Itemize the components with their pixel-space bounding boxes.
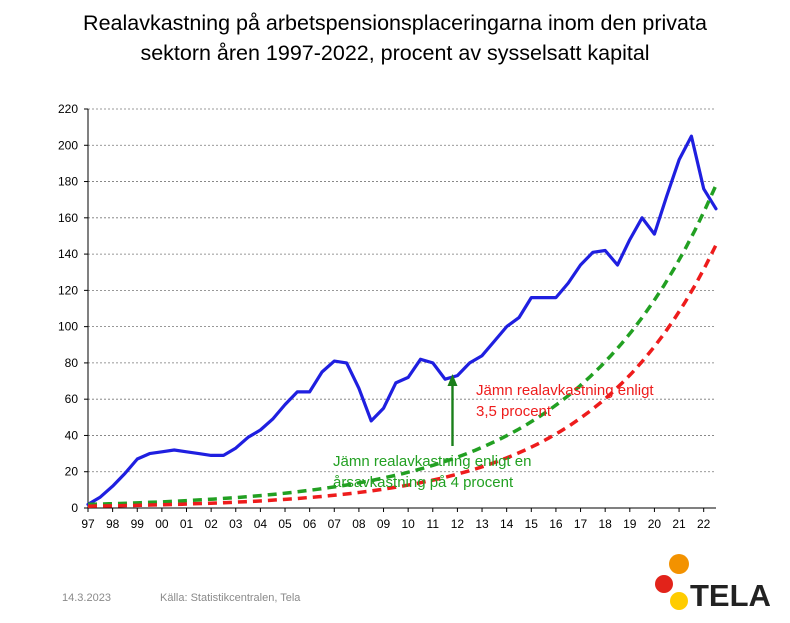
logo-yellow-dot — [670, 592, 688, 610]
x-tick-label: 02 — [204, 517, 218, 531]
annotation-4-line1: Jämn realavkastning enligt en — [333, 453, 531, 470]
x-tick-label: 06 — [303, 517, 317, 531]
x-tick-labels: 97 98 99 00 01 02 03 04 05 06 07 08 09 10 11 12 13 14 15 16… — [81, 517, 710, 531]
axes — [84, 108, 716, 512]
series-line-smooth35 — [87, 244, 718, 508]
x-tick-label: 13 — [475, 517, 489, 531]
y-tick-label: 220 — [58, 102, 78, 116]
x-tick-label: 10 — [401, 517, 415, 531]
x-tick-label: 08 — [352, 517, 366, 531]
x-tick-label: 12 — [451, 517, 465, 531]
y-tick-label: 40 — [65, 428, 79, 442]
tela-logo: TELA — [655, 554, 770, 613]
annotation-3-5-line2: 3,5 procent — [476, 403, 552, 420]
annotations: Jämn realavkastning enligt 3,5 procent J… — [333, 374, 654, 491]
x-tick-label: 07 — [328, 517, 342, 531]
y-tick-labels: 0 20 40 60 80 100 120 140 160 180 200 220 — [58, 102, 78, 515]
logo-orange-dot — [669, 554, 689, 574]
annotation-arrow-head — [447, 374, 458, 386]
y-tick-label: 160 — [58, 211, 78, 225]
y-tick-label: 60 — [65, 392, 79, 406]
x-tick-label: 22 — [697, 517, 711, 531]
chart-title-line2: sektorn åren 1997-2022, procent av sysse… — [140, 41, 650, 65]
chart-title-line1: Realavkastning på arbetspensionsplacerin… — [83, 11, 707, 35]
logo-text: TELA — [690, 578, 770, 613]
series-lines — [86, 134, 718, 508]
x-tick-label: 00 — [155, 517, 169, 531]
y-tick-label: 0 — [71, 501, 78, 515]
x-tick-label: 97 — [81, 517, 95, 531]
y-tick-label: 120 — [58, 283, 78, 297]
x-tick-label: 16 — [549, 517, 563, 531]
y-tick-label: 200 — [58, 138, 78, 152]
gridlines — [88, 108, 716, 473]
x-tick-label: 09 — [377, 517, 391, 531]
footer-date: 14.3.2023 — [62, 592, 111, 604]
y-tick-label: 20 — [65, 465, 79, 479]
footer-source: Källa: Statistikcentralen, Tela — [160, 592, 301, 604]
x-tick-label: 17 — [574, 517, 588, 531]
x-tick-label: 21 — [672, 517, 686, 531]
x-tick-label: 04 — [254, 517, 268, 531]
y-tick-label: 140 — [58, 247, 78, 261]
y-tick-label: 180 — [58, 175, 78, 189]
x-tick-label: 18 — [598, 517, 612, 531]
series-line-actual — [86, 134, 718, 506]
series-line-smooth4 — [87, 184, 718, 507]
x-tick-label: 20 — [648, 517, 662, 531]
x-tick-label: 19 — [623, 517, 637, 531]
x-tick-label: 01 — [180, 517, 194, 531]
x-tick-label: 98 — [106, 517, 120, 531]
x-tick-label: 05 — [278, 517, 292, 531]
annotation-3-5-line1: Jämn realavkastning enligt — [476, 382, 654, 399]
y-tick-label: 100 — [58, 320, 78, 334]
logo-red-dot — [655, 575, 673, 593]
x-tick-label: 15 — [525, 517, 539, 531]
chart-title: Realavkastning på arbetspensionsplacerin… — [0, 8, 790, 68]
annotation-4-line2: årsavkastning på 4 procent — [333, 474, 514, 491]
y-tick-label: 80 — [65, 356, 79, 370]
x-tick-label: 03 — [229, 517, 243, 531]
x-tick-label: 11 — [427, 517, 440, 531]
x-tick-label: 99 — [131, 517, 145, 531]
x-tick-label: 14 — [500, 517, 514, 531]
